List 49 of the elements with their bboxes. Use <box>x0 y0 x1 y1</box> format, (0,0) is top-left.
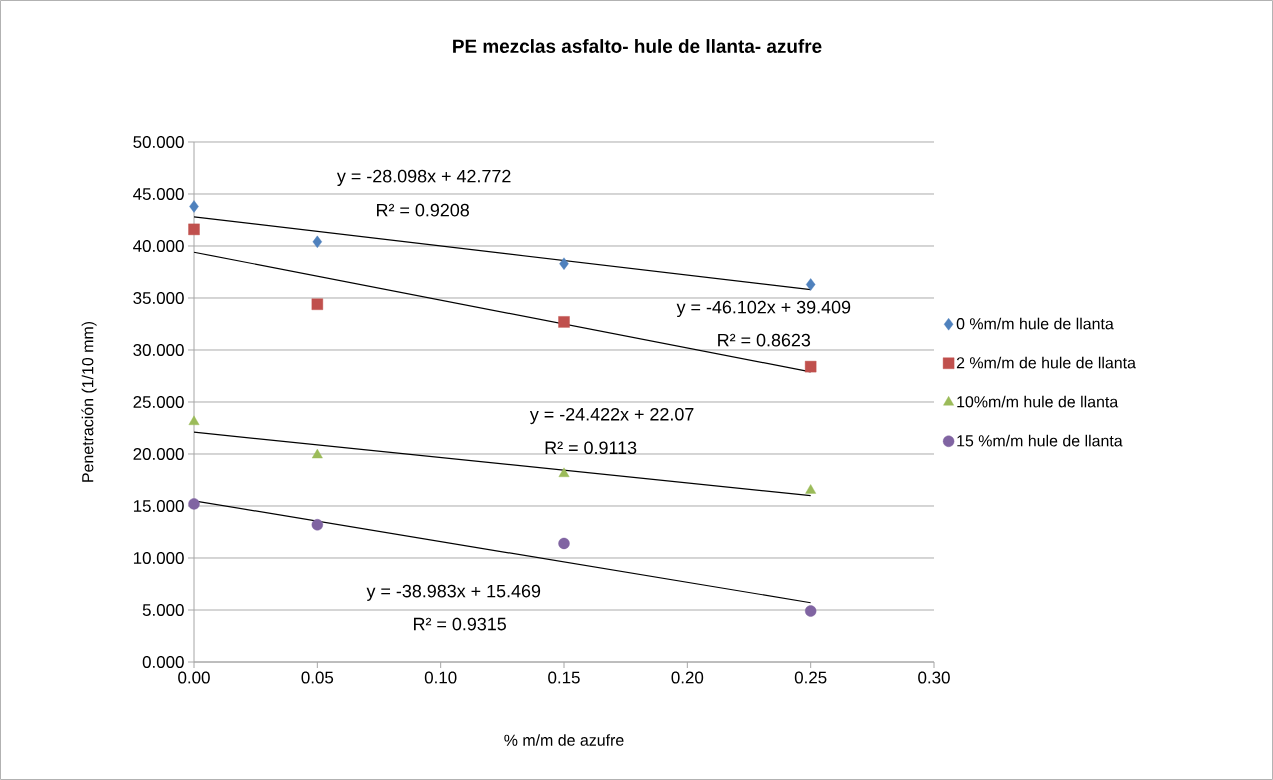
legend-label: 15 %m/m hule de llanta <box>957 434 1123 447</box>
point <box>189 200 199 213</box>
y-tick-label: 40.000 <box>133 240 184 252</box>
y-tick-label: 15.000 <box>133 500 184 512</box>
point <box>558 537 570 550</box>
point <box>805 278 816 291</box>
legend-label: 2 %m/m de hule de llanta <box>956 356 1136 369</box>
point <box>311 519 324 531</box>
point <box>559 257 569 270</box>
point <box>805 484 817 494</box>
annotation: R² = 0.9208 <box>377 203 469 217</box>
point <box>804 360 817 373</box>
y-tick-label: 25.000 <box>133 396 184 408</box>
y-tick-label: 50.000 <box>133 135 184 148</box>
y-tick-label: 10.000 <box>133 552 184 564</box>
y-tick-label: 30.000 <box>133 344 184 356</box>
annotation: y = -38.983x + 15.469 <box>366 584 541 601</box>
point <box>312 235 323 249</box>
legend-label: 10%m/m hule de llanta <box>957 395 1119 408</box>
point <box>558 467 570 477</box>
annotation: y = -46.102x + 39.409 <box>676 300 851 318</box>
y-tick-label: 0.000 <box>142 656 184 668</box>
annotation: y = -24.422x + 22.07 <box>529 407 694 425</box>
annotation: R² = 0.9113 <box>545 441 637 455</box>
x-axis-title: % m/m de azufre <box>504 734 624 746</box>
point <box>188 498 200 510</box>
y-axis-title: Penetración (1/10 mm) <box>81 321 97 482</box>
x-tick-label: 0.20 <box>671 671 704 684</box>
annotation: R² = 0.8623 <box>718 333 811 347</box>
point <box>188 223 200 236</box>
point <box>311 298 324 310</box>
point <box>188 415 200 425</box>
x-tick-label: 0.30 <box>918 671 950 684</box>
point <box>558 316 570 328</box>
x-tick-label: 0.10 <box>424 671 457 684</box>
x-tick-label: 0.00 <box>178 671 210 684</box>
annotation: y = -28.098x + 42.772 <box>336 169 511 186</box>
y-tick-label: 20.000 <box>133 448 184 460</box>
annotation: R² = 0.9315 <box>414 617 506 631</box>
y-tick-label: 45.000 <box>133 187 184 200</box>
x-tick-label: 0.15 <box>548 671 580 684</box>
x-tick-label: 0.25 <box>794 671 827 684</box>
point <box>311 448 323 459</box>
point <box>804 605 817 617</box>
y-tick-label: 5.000 <box>142 604 184 616</box>
chart-title: PE mezclas asfalto- hule de llanta- azufre <box>453 39 822 53</box>
y-tick-label: 35.000 <box>133 292 184 304</box>
x-tick-label: 0.05 <box>301 671 334 684</box>
legend-label: 0 %m/m hule de llanta <box>956 317 1114 330</box>
